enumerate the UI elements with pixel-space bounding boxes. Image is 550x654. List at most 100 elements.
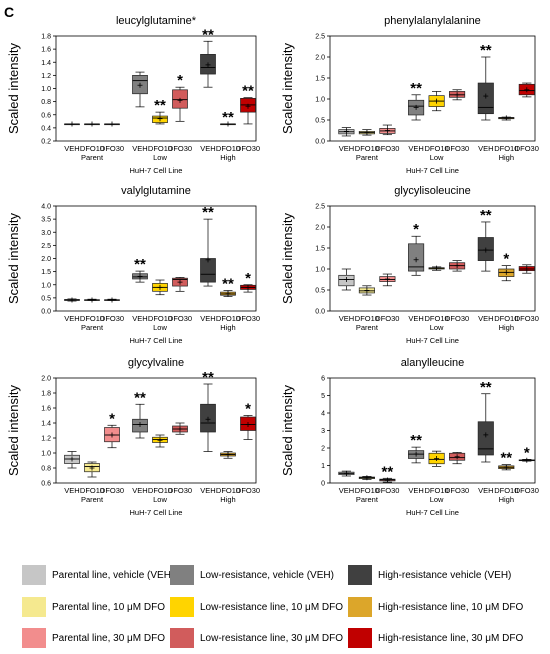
y-tick-label: 0.5 — [315, 118, 325, 125]
x-tick-label: DFO10 — [80, 144, 104, 153]
box-dfo30-3: DFO30 — [375, 273, 399, 323]
group-label: Parent — [356, 323, 379, 332]
significance-marker: * — [245, 270, 251, 287]
chart-title: valylglutamine — [121, 185, 191, 197]
x-tick-label: VEH — [132, 144, 147, 153]
x-tick-label: VEH — [478, 314, 493, 323]
x-tick-label: VEH — [200, 486, 215, 495]
box-dfo30-9: DFO30 — [515, 82, 539, 153]
y-tick-label: 0.0 — [41, 309, 51, 316]
y-tick-label: 0.8 — [41, 99, 51, 106]
group-label: High — [220, 323, 235, 332]
significance-marker: ** — [480, 207, 492, 224]
y-tick-label: 4 — [321, 411, 325, 418]
box-dfo30-9: * DFO30 — [515, 444, 539, 495]
x-tick-label: DFO30 — [236, 314, 260, 323]
y-tick-label: 1.0 — [41, 282, 51, 289]
box-dfo10-2: DFO10 — [355, 285, 379, 323]
x-axis-label: HuH-7 Cell Line — [130, 336, 183, 345]
box-veh-1: VEH — [64, 121, 80, 153]
x-tick-label: DFO10 — [425, 486, 449, 495]
group-label: High — [499, 495, 514, 504]
significance-marker: ** — [134, 256, 146, 273]
x-tick-label: VEH — [64, 314, 79, 323]
box-dfo30-9: * DFO30 — [236, 401, 260, 496]
group-label: Low — [153, 153, 167, 162]
box-veh-7: ** VEH — [477, 42, 494, 153]
box-dfo30-3: DFO30 — [100, 121, 124, 153]
significance-marker: ** — [382, 463, 394, 480]
x-tick-label: DFO30 — [168, 144, 192, 153]
box-veh-7: ** VEH — [477, 207, 494, 323]
y-tick-label: 1.5 — [41, 269, 51, 276]
x-tick-label: VEH — [478, 486, 493, 495]
x-axis-label: HuH-7 Cell Line — [130, 166, 183, 175]
y-axis-label: Scaled intensity — [6, 212, 21, 304]
box-veh-4: ** VEH — [132, 389, 148, 495]
y-tick-label: 6 — [321, 376, 325, 383]
y-tick-label: 2.0 — [315, 55, 325, 62]
x-tick-label: DFO10 — [355, 314, 379, 323]
x-tick-label: VEH — [408, 144, 423, 153]
box-veh-7: ** VEH — [477, 379, 494, 495]
y-tick-label: 0.6 — [41, 481, 51, 488]
x-tick-label: DFO10 — [216, 486, 240, 495]
x-tick-label: VEH — [200, 314, 215, 323]
y-tick-label: 1.0 — [315, 267, 325, 274]
y-tick-label: 1.0 — [315, 97, 325, 104]
x-axis-label: HuH-7 Cell Line — [406, 166, 459, 175]
group-label: Parent — [81, 153, 104, 162]
y-tick-label: 1.4 — [41, 421, 51, 428]
box-veh-1: VEH — [64, 297, 80, 323]
group-label: High — [499, 153, 514, 162]
y-tick-label: 1.2 — [41, 73, 51, 80]
box-dfo10-2: DFO10 — [80, 461, 104, 495]
significance-marker: ** — [480, 379, 492, 396]
chart-title: glycylvaline — [128, 357, 184, 369]
box-veh-7: ** VEH — [200, 204, 216, 323]
y-tick-label: 5 — [321, 393, 325, 400]
box-dfo10-2: DFO10 — [80, 297, 104, 323]
x-tick-label: DFO10 — [355, 144, 379, 153]
box-dfo30-6: DFO30 — [445, 260, 469, 323]
y-tick-label: 1.0 — [41, 86, 51, 93]
chart-title: phenylalanylalanine — [384, 15, 481, 27]
box-dfo10-2: DFO10 — [355, 129, 379, 153]
group-label: Low — [430, 153, 444, 162]
x-tick-label: DFO10 — [80, 486, 104, 495]
box-dfo10-8: DFO10 — [494, 115, 518, 153]
box-dfo10-8: DFO10 — [216, 451, 240, 495]
box-veh-4: ** VEH — [132, 256, 148, 323]
y-axis-label: Scaled intensity — [6, 42, 21, 134]
significance-marker: ** — [202, 369, 214, 386]
x-tick-label: DFO10 — [355, 486, 379, 495]
x-tick-label: DFO30 — [375, 486, 399, 495]
x-tick-label: DFO10 — [216, 314, 240, 323]
box-veh-1: VEH — [338, 268, 355, 323]
box-veh-1: VEH — [338, 470, 355, 495]
x-tick-label: DFO10 — [148, 144, 172, 153]
y-axis-label: Scaled intensity — [280, 212, 295, 304]
box-dfo10-5: DFO10 — [148, 434, 172, 495]
chart-panel-3: valylglutamine Scaled intensity 0.0 0.5 1.0 1… — [6, 185, 260, 345]
significance-marker: * — [503, 251, 509, 268]
x-tick-label: VEH — [478, 144, 493, 153]
x-tick-label: VEH — [339, 144, 354, 153]
box-veh-1: VEH — [338, 127, 355, 153]
box-dfo30-3: ** DFO30 — [375, 463, 399, 495]
y-tick-label: 3.5 — [41, 217, 51, 224]
box-veh-4: ** VEH — [408, 432, 425, 495]
panel-letter: C — [4, 4, 15, 20]
y-tick-label: 2.0 — [41, 376, 51, 383]
box-veh-7: ** VEH — [200, 26, 216, 153]
box-dfo10-2: DFO10 — [80, 121, 104, 153]
significance-marker: ** — [480, 42, 492, 59]
x-tick-label: DFO30 — [375, 144, 399, 153]
box-dfo10-5: DFO10 — [425, 265, 449, 323]
group-label: High — [220, 153, 235, 162]
chart-panel-5: glycylvaline Scaled intensity 0.6 0.8 1.0 1.2… — [6, 357, 260, 517]
box-dfo30-3: DFO30 — [100, 297, 124, 323]
y-tick-label: 0.8 — [41, 466, 51, 473]
x-tick-label: DFO30 — [445, 144, 469, 153]
